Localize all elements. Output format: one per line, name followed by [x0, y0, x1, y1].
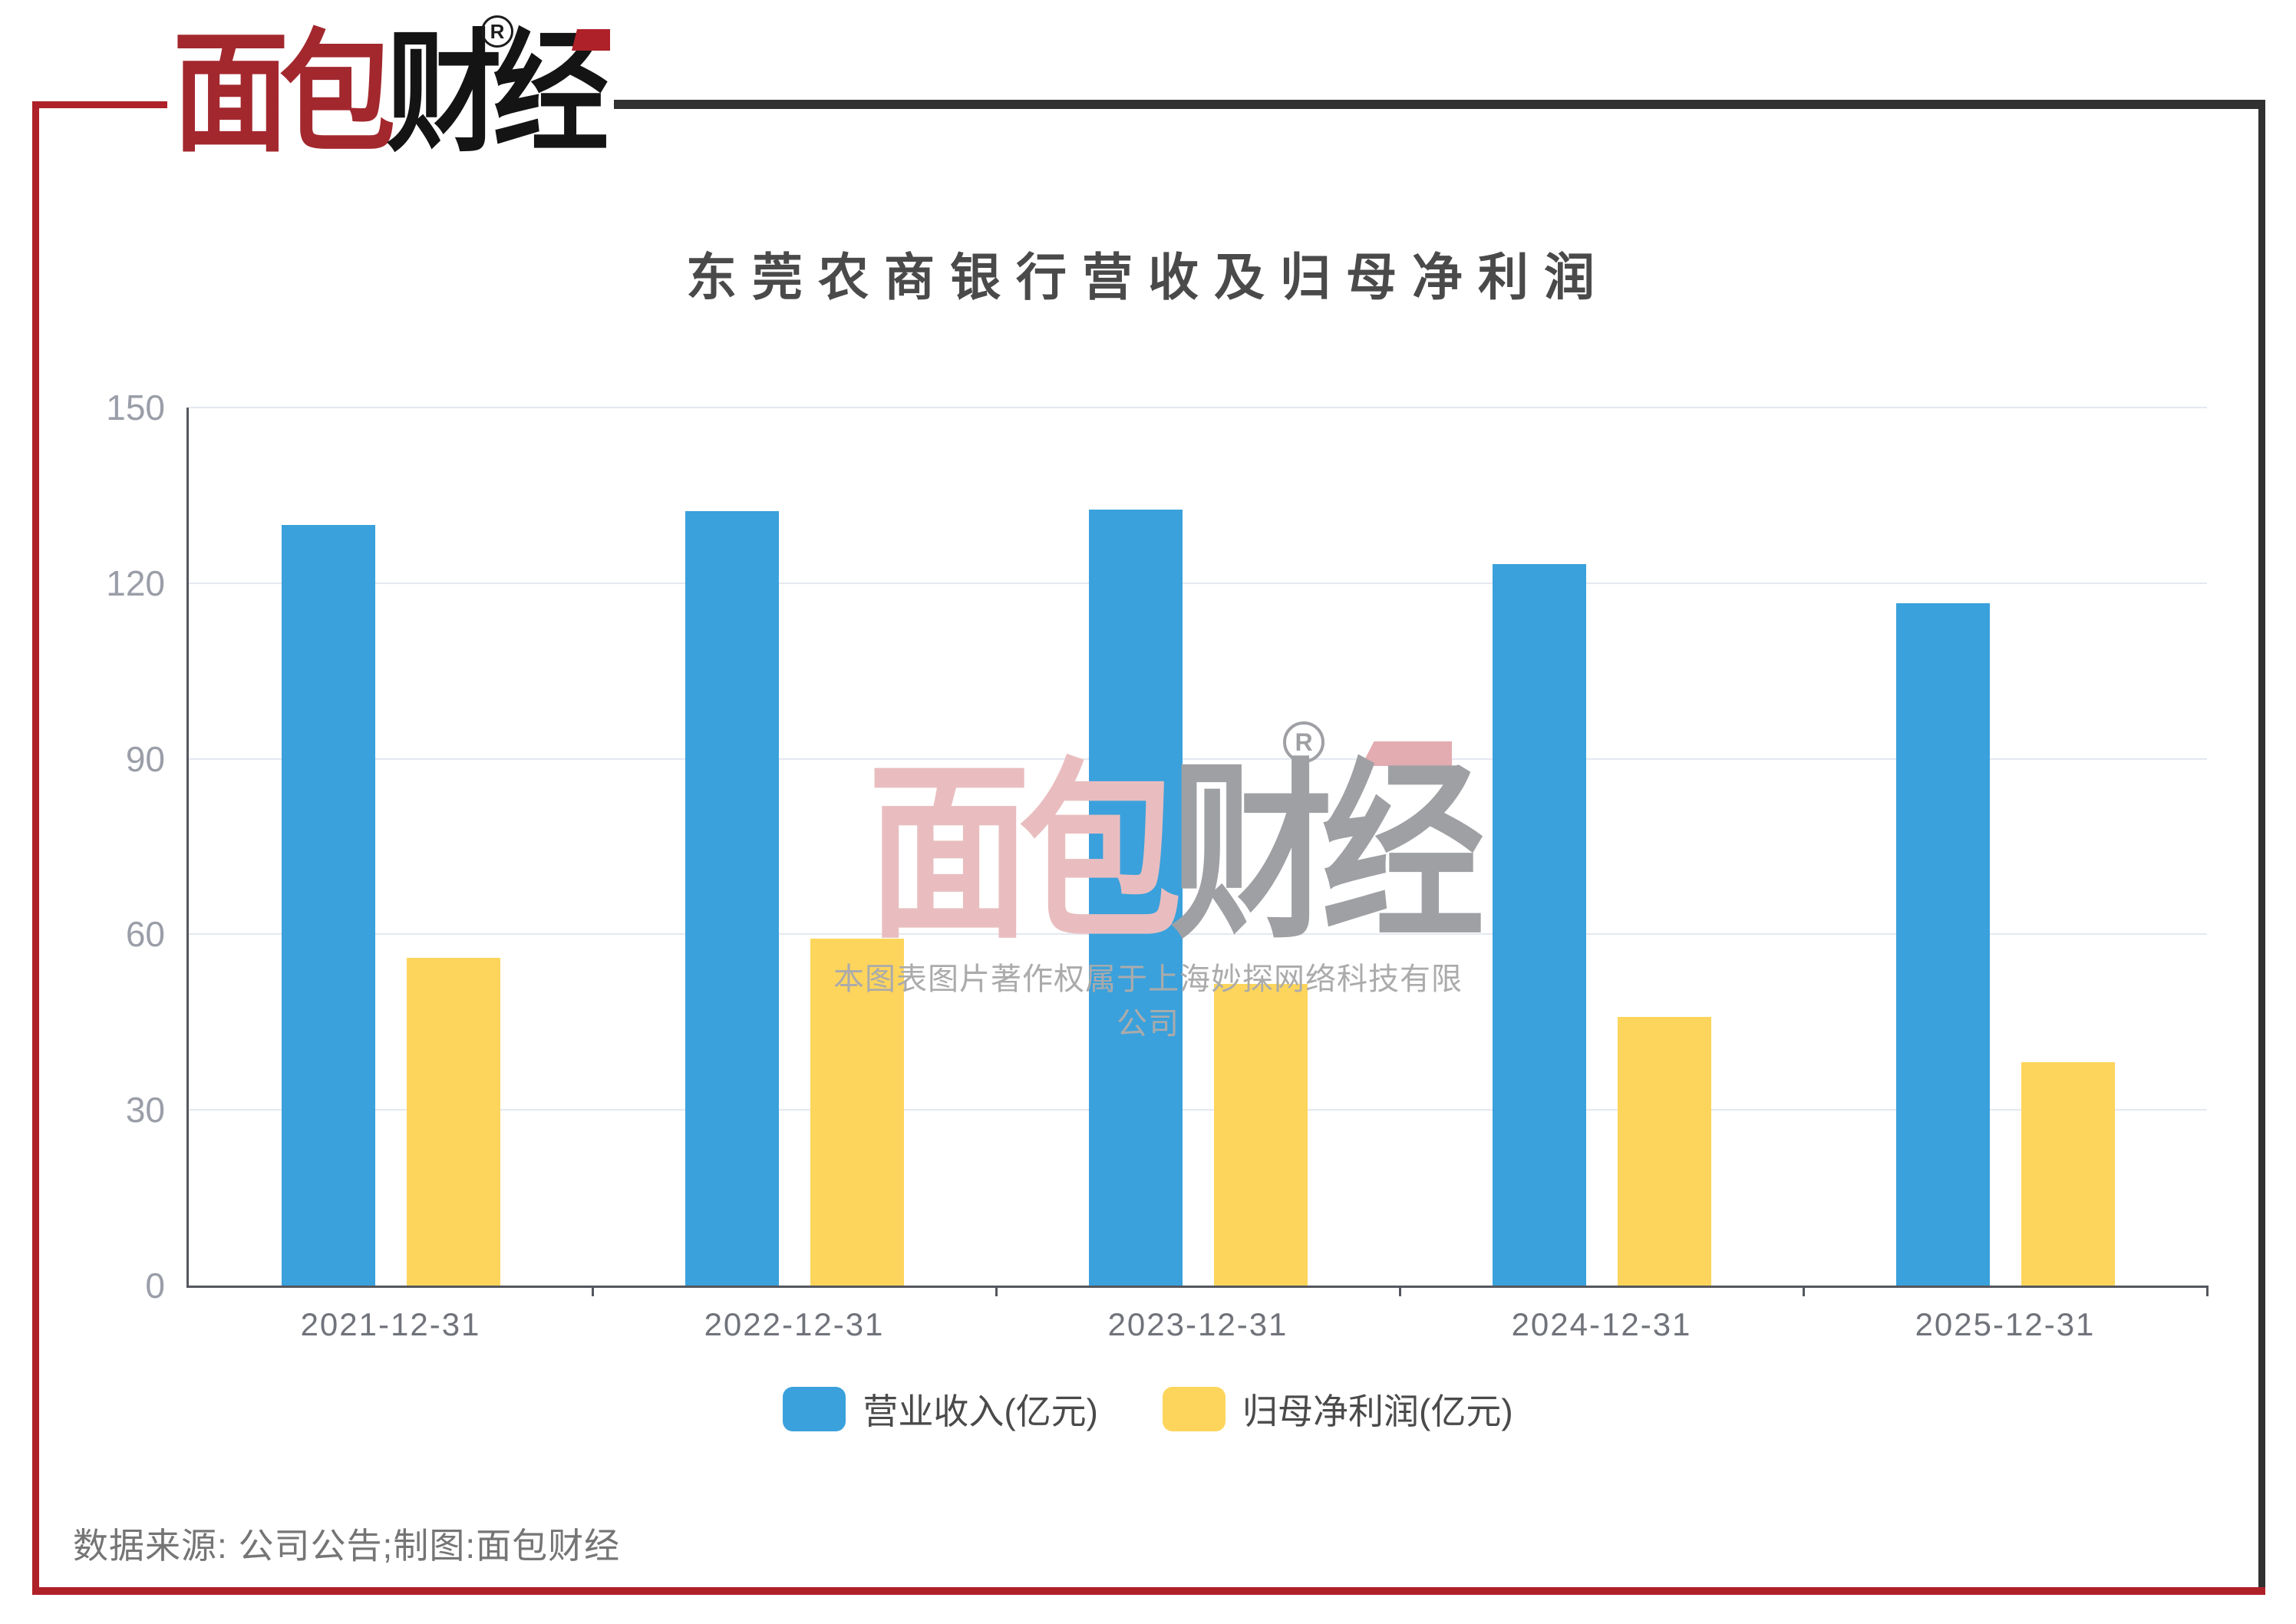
legend-label-net-profit: 归母净利润(亿元) — [1242, 1391, 1513, 1431]
x-tick-label-2024-12-31: 2024-12-31 — [1511, 1306, 1692, 1342]
legend-item-revenue: 营业收入(亿元) — [783, 1384, 1098, 1434]
bar-revenue-2022-12-31 — [685, 510, 779, 1286]
y-tick-label-0: 0 — [145, 1266, 165, 1305]
y-tick-label-90: 90 — [125, 738, 165, 779]
bar-revenue-2021-12-31 — [282, 525, 375, 1286]
bar-revenue-2025-12-31 — [1896, 602, 1990, 1286]
y-tick-label-120: 120 — [106, 563, 165, 603]
bar-net-profit-2022-12-31 — [810, 938, 904, 1286]
legend-swatch-net-profit — [1163, 1387, 1226, 1431]
x-tick-label-2022-12-31: 2022-12-31 — [704, 1306, 885, 1342]
x-tick-label-2021-12-31: 2021-12-31 — [300, 1306, 481, 1342]
bar-net-profit-2023-12-31 — [1214, 984, 1308, 1286]
frame-border-left — [32, 101, 39, 1595]
gridline-90 — [189, 758, 2207, 760]
source-note: 数据来源: 公司公告;制图:面包财经 — [73, 1526, 621, 1566]
legend-swatch-revenue — [783, 1387, 846, 1431]
y-tick-label-150: 150 — [106, 388, 165, 427]
gridline-120 — [189, 582, 2207, 584]
bar-revenue-2024-12-31 — [1493, 564, 1586, 1286]
chart-title: 东莞农商银行营收及归母净利润 — [686, 249, 1610, 305]
gridline-60 — [189, 933, 2207, 936]
x-tick-label-2023-12-31: 2023-12-31 — [1107, 1306, 1288, 1342]
y-tick-label-60: 60 — [125, 914, 165, 955]
bar-net-profit-2024-12-31 — [1618, 1016, 1711, 1286]
brand-logo: 面包财经 R — [173, 15, 648, 177]
chart-legend: 营业收入(亿元) 归母净利润(亿元) — [0, 1380, 2296, 1438]
x-axis-tick-5 — [2206, 1286, 2209, 1296]
gridline-150 — [189, 407, 2207, 408]
frame-border-top-right — [614, 100, 2265, 109]
bar-revenue-2023-12-31 — [1089, 509, 1183, 1286]
x-axis-tick-2 — [995, 1286, 998, 1296]
y-tick-label-30: 30 — [125, 1090, 165, 1131]
bar-net-profit-2025-12-31 — [2021, 1061, 2115, 1286]
x-axis-tick-4 — [1803, 1286, 1805, 1296]
legend-label-revenue: 营业收入(亿元) — [863, 1391, 1098, 1431]
brand-logo-text-red: 面包 — [173, 20, 395, 167]
logo-accent-shape — [572, 29, 610, 51]
bar-net-profit-2021-12-31 — [407, 957, 500, 1286]
registered-trademark-icon: R — [481, 15, 513, 48]
x-tick-label-2025-12-31: 2025-12-31 — [1915, 1306, 2096, 1342]
frame-border-bottom — [32, 1587, 2265, 1595]
y-axis-line — [186, 408, 189, 1288]
x-axis-tick-3 — [1399, 1286, 1401, 1296]
frame-border-top-left — [32, 101, 167, 108]
x-axis-line — [186, 1286, 2207, 1288]
frame-border-right — [2258, 100, 2265, 1595]
gridline-30 — [189, 1109, 2207, 1111]
brand-logo-text: 面包财经 — [173, 20, 609, 167]
legend-item-net-profit: 归母净利润(亿元) — [1163, 1384, 1513, 1434]
x-axis-tick-1 — [592, 1286, 594, 1296]
